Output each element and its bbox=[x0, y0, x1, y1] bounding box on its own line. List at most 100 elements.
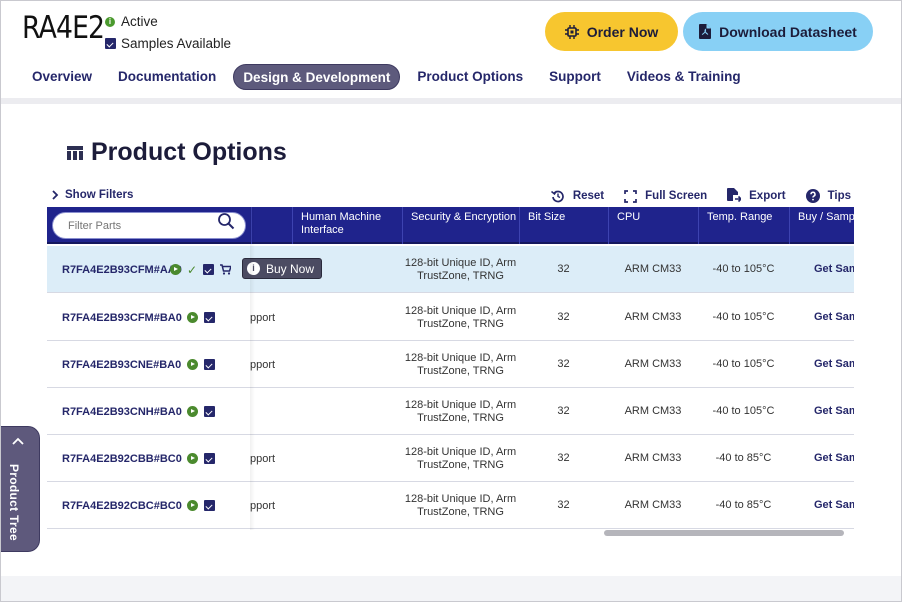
product-tree-label: Product Tree bbox=[7, 464, 21, 541]
buy-sample-link[interactable]: Get Samples Buy / Qu bbox=[814, 451, 854, 464]
row-icons bbox=[187, 388, 215, 435]
security-cell: 128-bit Unique ID, Arm TrustZone, TRNG bbox=[404, 445, 517, 471]
row-icons bbox=[187, 294, 215, 341]
tab-documentation[interactable]: Documentation bbox=[118, 69, 217, 84]
table-row[interactable]: R7FA4E2B93CFM#BA0 pport 128-bit Unique I… bbox=[47, 294, 854, 341]
table-row[interactable]: R7FA4E2B93CNH#BA0 128-bit Unique ID, Arm… bbox=[47, 388, 854, 435]
column-header-temp[interactable]: Temp. Range bbox=[698, 207, 789, 244]
tips-button[interactable]: Tips bbox=[805, 189, 851, 203]
buy-now-label: Buy Now bbox=[266, 261, 315, 276]
calendar-check-icon bbox=[105, 38, 116, 49]
product-tree-tab[interactable]: Product Tree bbox=[1, 426, 40, 552]
part-number-link[interactable]: R7FA4E2B93CFM#AA0 bbox=[62, 263, 182, 276]
calendar-check-icon[interactable] bbox=[204, 312, 215, 323]
column-header-buy-sample[interactable]: Buy / Sample bbox=[789, 207, 854, 244]
tab-product-options[interactable]: Product Options bbox=[417, 69, 524, 84]
cpu-cell: ARM CM33 bbox=[624, 405, 682, 417]
order-now-button[interactable]: Order Now bbox=[545, 12, 678, 51]
buy-sample-link[interactable]: Get Samples Buy / Qu bbox=[814, 357, 854, 370]
bit-size-cell: 32 bbox=[557, 452, 570, 464]
info-icon: i bbox=[247, 262, 260, 275]
calendar-check-icon[interactable] bbox=[203, 264, 215, 275]
column-header-bit-size[interactable]: Bit Size bbox=[519, 207, 608, 244]
chip-icon bbox=[564, 24, 579, 39]
section-title: Product Options bbox=[91, 138, 287, 166]
calendar-check-icon[interactable] bbox=[204, 359, 215, 370]
buy-sample-link[interactable]: Get Samples Buy / Qu bbox=[814, 404, 854, 417]
export-button[interactable]: Export bbox=[727, 188, 786, 204]
status-active: i Active bbox=[105, 14, 158, 29]
section-tabs: Overview Documentation Design & Developm… bbox=[19, 64, 754, 90]
row-icons bbox=[187, 482, 215, 529]
chevron-up-icon bbox=[12, 437, 24, 445]
calendar-check-icon[interactable] bbox=[204, 500, 215, 511]
part-number-link[interactable]: R7FA4E2B93CFM#BA0 bbox=[62, 311, 182, 324]
column-header-cpu[interactable]: CPU bbox=[608, 207, 698, 244]
filter-parts-input[interactable] bbox=[52, 212, 246, 239]
cpu-cell: ARM CM33 bbox=[624, 499, 682, 511]
buy-sample-link[interactable]: Get Samples Buy / Qu bbox=[814, 498, 854, 511]
table-row[interactable]: R7FA4E2B92CBC#BC0 pport 128-bit Unique I… bbox=[47, 482, 854, 529]
security-cell: 128-bit Unique ID, Arm TrustZone, TRNG bbox=[404, 304, 517, 330]
table-row[interactable]: R7FA4E2B93CNE#BA0 pport 128-bit Unique I… bbox=[47, 341, 854, 388]
cpu-cell: ARM CM33 bbox=[624, 311, 682, 323]
buy-sample-link[interactable]: Get Samples Buy / Qu bbox=[814, 310, 854, 323]
search-icon[interactable] bbox=[217, 212, 235, 230]
hmi-cell: pport bbox=[250, 358, 276, 371]
calendar-check-icon[interactable] bbox=[204, 406, 215, 417]
tab-support[interactable]: Support bbox=[549, 69, 601, 84]
show-filters-toggle[interactable]: Show Filters bbox=[51, 189, 133, 201]
part-number-link[interactable]: R7FA4E2B92CBC#BC0 bbox=[62, 499, 182, 512]
chevron-right-icon bbox=[52, 190, 59, 200]
calendar-check-icon[interactable] bbox=[204, 453, 215, 464]
play-icon[interactable] bbox=[187, 359, 198, 370]
temp-cell: -40 to 85°C bbox=[715, 452, 772, 464]
horizontal-scrollbar-thumb[interactable] bbox=[604, 530, 844, 536]
cart-icon[interactable] bbox=[220, 264, 232, 275]
buy-now-tooltip[interactable]: i Buy Now bbox=[242, 258, 323, 279]
cpu-cell: ARM CM33 bbox=[624, 263, 682, 275]
security-cell: 128-bit Unique ID, Arm TrustZone, TRNG bbox=[404, 256, 517, 282]
table-row[interactable]: R7FA4E2B93CFM#AA0 ✓ i Buy Now 128-bit Un… bbox=[47, 246, 854, 293]
column-header-hmi[interactable]: Human Machine Interface bbox=[292, 207, 402, 244]
tab-design-development[interactable]: Design & Development bbox=[233, 64, 401, 90]
play-icon[interactable] bbox=[187, 312, 198, 323]
bit-size-cell: 32 bbox=[557, 358, 570, 370]
table-row[interactable]: R7FA4E2B92CBB#BC0 pport 128-bit Unique I… bbox=[47, 435, 854, 482]
temp-cell: -40 to 105°C bbox=[712, 358, 775, 370]
hmi-cell: pport bbox=[250, 452, 276, 465]
tab-overview[interactable]: Overview bbox=[32, 69, 93, 84]
full-screen-label: Full Screen bbox=[645, 190, 708, 202]
security-cell: 128-bit Unique ID, Arm TrustZone, TRNG bbox=[404, 492, 517, 518]
cpu-cell: ARM CM33 bbox=[624, 452, 682, 464]
reset-icon bbox=[550, 190, 564, 203]
export-label: Export bbox=[749, 190, 786, 202]
reset-button[interactable]: Reset bbox=[550, 189, 605, 203]
table-header: Human Machine Interface Security & Encry… bbox=[47, 207, 854, 244]
play-icon[interactable] bbox=[187, 453, 198, 464]
part-number-link[interactable]: R7FA4E2B93CNH#BA0 bbox=[62, 405, 182, 418]
play-icon[interactable] bbox=[187, 500, 198, 511]
play-icon[interactable] bbox=[187, 406, 198, 417]
status-samples: Samples Available bbox=[105, 36, 231, 51]
column-header-security[interactable]: Security & Encryption bbox=[402, 207, 519, 244]
reset-label: Reset bbox=[572, 190, 605, 202]
row-icons bbox=[187, 341, 215, 388]
full-screen-button[interactable]: Full Screen bbox=[624, 189, 708, 203]
download-datasheet-button[interactable]: Download Datasheet bbox=[683, 12, 873, 51]
buy-sample-link[interactable]: Get Samples Buy / Qu bbox=[814, 262, 854, 275]
status-active-label: Active bbox=[121, 14, 158, 29]
temp-cell: -40 to 85°C bbox=[715, 499, 772, 511]
product-options-section: Product Options Show Filters Reset bbox=[1, 104, 901, 576]
section-heading: Product Options bbox=[67, 138, 287, 167]
part-number-link[interactable]: R7FA4E2B92CBB#BC0 bbox=[62, 452, 182, 465]
play-icon[interactable] bbox=[170, 264, 181, 275]
temp-cell: -40 to 105°C bbox=[712, 263, 775, 275]
check-icon: ✓ bbox=[187, 262, 198, 277]
table-toolbar: Reset Full Screen Export bbox=[531, 188, 851, 204]
part-number-link[interactable]: R7FA4E2B93CNE#BA0 bbox=[62, 358, 182, 371]
tab-videos-training[interactable]: Videos & Training bbox=[626, 69, 741, 84]
fullscreen-icon bbox=[624, 189, 637, 203]
cpu-cell: ARM CM33 bbox=[624, 358, 682, 370]
